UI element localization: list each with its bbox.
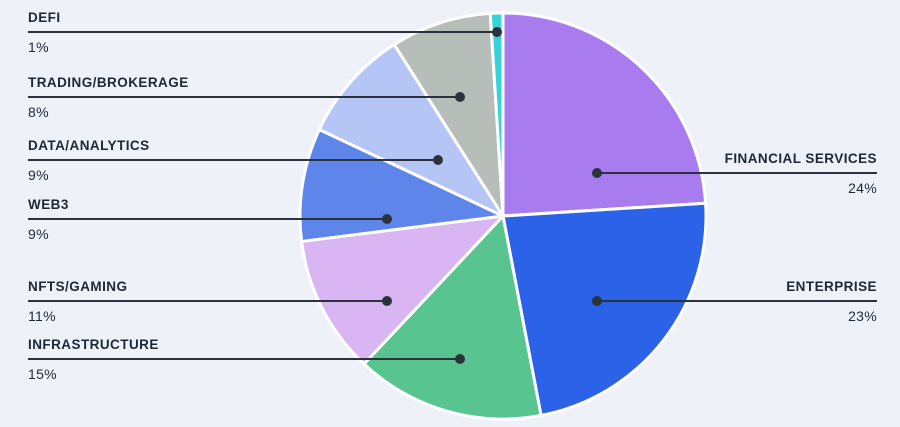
pie-slice-trading-brokerage — [392, 11, 505, 218]
pie-slice-enterprise — [501, 201, 708, 417]
pie-slice-defi — [488, 11, 505, 218]
pie-slice-web3 — [298, 128, 505, 243]
pie-slice-infrastructure — [362, 214, 543, 421]
pie-slice-data-analytics — [317, 43, 505, 218]
pie-slice-financial-services — [501, 11, 708, 218]
